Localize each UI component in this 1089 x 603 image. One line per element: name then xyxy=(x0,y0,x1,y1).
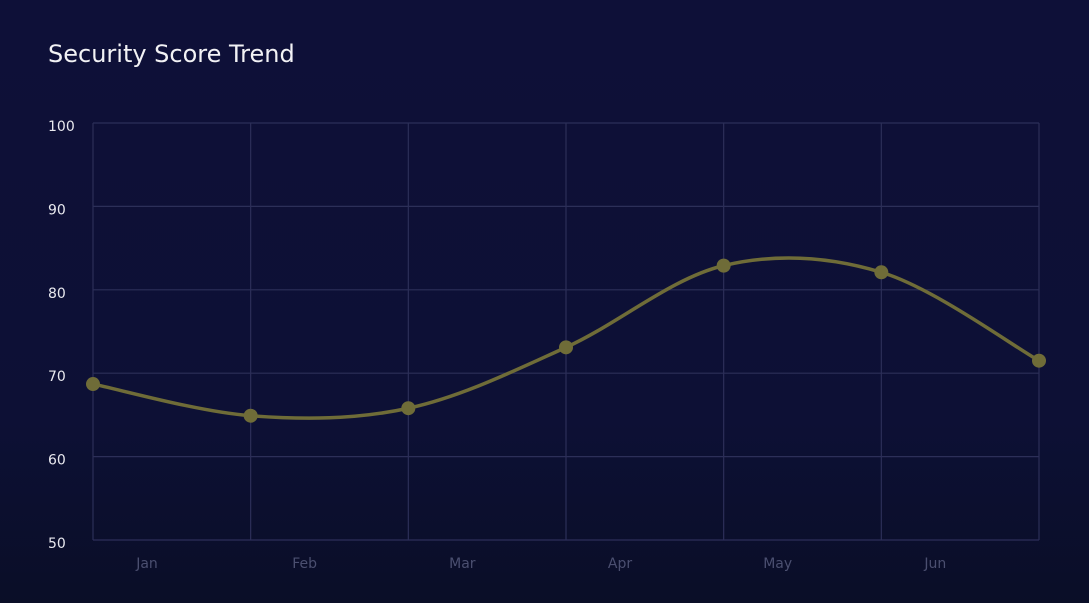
y-tick-label: 80 xyxy=(48,286,66,302)
y-tick-label: 60 xyxy=(48,453,66,469)
x-tick-label: Apr xyxy=(608,556,632,572)
point xyxy=(401,401,416,416)
x-tick-label: May xyxy=(763,556,792,572)
point xyxy=(874,265,889,280)
x-tick-label: Mar xyxy=(449,556,476,572)
point xyxy=(716,258,731,273)
y-tick-label: 50 xyxy=(48,536,66,552)
y-tick-label: 70 xyxy=(48,369,66,385)
y-tick-label: 100 xyxy=(48,119,75,135)
x-tick-label: Jun xyxy=(923,556,946,572)
point xyxy=(1032,353,1046,368)
point xyxy=(559,340,573,355)
x-tick-label: Feb xyxy=(292,556,317,572)
x-tick-label: Jan xyxy=(135,556,158,572)
y-tick-label: 90 xyxy=(48,202,66,218)
point xyxy=(243,408,258,423)
chart-title: Security Score Trend xyxy=(48,40,295,68)
point xyxy=(86,377,100,392)
